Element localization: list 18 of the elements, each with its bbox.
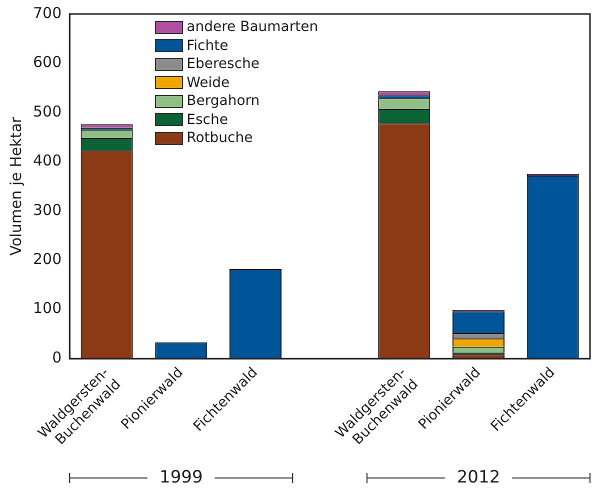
legend-label: andere Baumarten bbox=[186, 18, 318, 36]
y-tick-label: 500 bbox=[32, 102, 62, 120]
y-tick-label: 0 bbox=[52, 348, 62, 366]
y-tick-label: 600 bbox=[32, 53, 62, 72]
legend-label: Eberesche bbox=[186, 55, 260, 74]
legend-label: Fichte bbox=[186, 36, 228, 55]
legend-label: Rotbuche bbox=[186, 129, 253, 148]
text: 2012 bbox=[456, 467, 500, 488]
legend-label: Weide bbox=[186, 74, 230, 92]
y-axis-title: Volumen je Hektar bbox=[6, 116, 25, 256]
y-tick-label: 300 bbox=[32, 200, 62, 219]
y-tick-label: 700 bbox=[32, 4, 62, 22]
y-tick-label: 400 bbox=[32, 152, 62, 170]
legend-label: Esche bbox=[186, 110, 228, 129]
legend-label: Bergahorn bbox=[186, 92, 260, 110]
y-tick-label: 100 bbox=[32, 299, 62, 318]
text: 1999 bbox=[160, 467, 203, 488]
y-tick-label: 200 bbox=[32, 250, 62, 268]
